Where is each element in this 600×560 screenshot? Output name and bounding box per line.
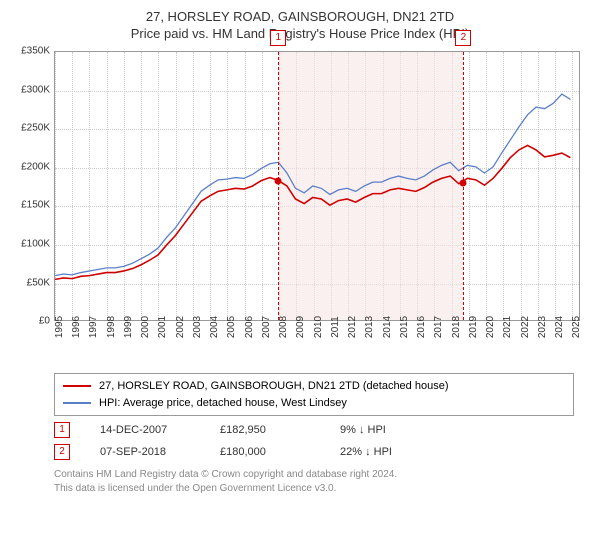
legend-label: HPI: Average price, detached house, West… xyxy=(99,395,347,412)
marker-dot xyxy=(275,178,282,185)
x-axis-tick: 2018 xyxy=(451,316,462,338)
x-axis-tick: 1996 xyxy=(71,316,82,338)
sale-price: £180,000 xyxy=(220,446,310,458)
x-axis-tick: 2015 xyxy=(399,316,410,338)
sale-price: £182,950 xyxy=(220,424,310,436)
x-axis-tick: 2004 xyxy=(209,316,220,338)
x-axis-tick: 2007 xyxy=(261,316,272,338)
footer-attribution: Contains HM Land Registry data © Crown c… xyxy=(54,468,586,496)
y-axis-tick: £100K xyxy=(21,239,50,250)
x-axis-tick: 2009 xyxy=(295,316,306,338)
footer-line: This data is licensed under the Open Gov… xyxy=(54,482,586,496)
x-axis-tick: 2008 xyxy=(278,316,289,338)
x-axis-tick: 2014 xyxy=(382,316,393,338)
x-axis-tick: 2000 xyxy=(140,316,151,338)
y-axis-tick: £350K xyxy=(21,46,50,57)
x-axis-tick: 2016 xyxy=(416,316,427,338)
marker-dot xyxy=(460,180,467,187)
x-axis-tick: 2025 xyxy=(571,316,582,338)
sale-delta: 22% ↓ HPI xyxy=(340,446,430,458)
y-axis-tick: £250K xyxy=(21,123,50,134)
line-series xyxy=(55,52,579,320)
y-axis-tick: £50K xyxy=(27,277,50,288)
sale-marker-icon: 2 xyxy=(54,444,70,460)
x-axis-tick: 2012 xyxy=(347,316,358,338)
x-axis-tick: 1995 xyxy=(54,316,65,338)
y-axis-tick: £150K xyxy=(21,200,50,211)
sale-marker-icon: 1 xyxy=(54,422,70,438)
chart-title: 27, HORSLEY ROAD, GAINSBOROUGH, DN21 2TD xyxy=(14,8,586,26)
x-axis-tick: 1997 xyxy=(88,316,99,338)
legend-label: 27, HORSLEY ROAD, GAINSBOROUGH, DN21 2TD… xyxy=(99,378,448,395)
y-axis-tick: £300K xyxy=(21,84,50,95)
sale-row: 2 07-SEP-2018 £180,000 22% ↓ HPI xyxy=(54,444,586,460)
x-axis-tick: 2021 xyxy=(502,316,513,338)
x-axis-tick: 2019 xyxy=(468,316,479,338)
legend: 27, HORSLEY ROAD, GAINSBOROUGH, DN21 2TD… xyxy=(54,373,574,416)
x-axis-tick: 2023 xyxy=(537,316,548,338)
sale-date: 07-SEP-2018 xyxy=(100,446,190,458)
y-axis-tick: £0 xyxy=(39,316,50,327)
x-axis-tick: 1999 xyxy=(123,316,134,338)
x-axis-tick: 2005 xyxy=(226,316,237,338)
marker-label: 1 xyxy=(270,30,286,46)
marker-line xyxy=(278,52,279,320)
x-axis-tick: 2011 xyxy=(330,316,341,338)
marker-label: 2 xyxy=(455,30,471,46)
x-axis-tick: 2024 xyxy=(554,316,565,338)
x-axis-tick: 2010 xyxy=(313,316,324,338)
legend-swatch xyxy=(63,385,91,387)
sale-delta: 9% ↓ HPI xyxy=(340,424,430,436)
chart-area: 12 £0£50K£100K£150K£200K£250K£300K£350K … xyxy=(14,47,586,367)
x-axis-tick: 2020 xyxy=(485,316,496,338)
x-axis-tick: 2017 xyxy=(433,316,444,338)
chart-subtitle: Price paid vs. HM Land Registry's House … xyxy=(14,26,586,41)
plot-region: 12 xyxy=(54,51,580,321)
x-axis-tick: 2013 xyxy=(364,316,375,338)
chart-container: 27, HORSLEY ROAD, GAINSBOROUGH, DN21 2TD… xyxy=(0,0,600,504)
x-axis-tick: 1998 xyxy=(106,316,117,338)
legend-item: HPI: Average price, detached house, West… xyxy=(63,395,565,412)
x-axis-tick: 2022 xyxy=(520,316,531,338)
sale-date: 14-DEC-2007 xyxy=(100,424,190,436)
legend-swatch xyxy=(63,402,91,404)
series-line xyxy=(55,94,570,276)
footer-line: Contains HM Land Registry data © Crown c… xyxy=(54,468,586,482)
series-line xyxy=(55,146,570,280)
y-axis-tick: £200K xyxy=(21,161,50,172)
legend-item: 27, HORSLEY ROAD, GAINSBOROUGH, DN21 2TD… xyxy=(63,378,565,395)
x-axis-tick: 2003 xyxy=(192,316,203,338)
x-axis-tick: 2006 xyxy=(244,316,255,338)
x-axis-tick: 2001 xyxy=(157,316,168,338)
x-axis-tick: 2002 xyxy=(175,316,186,338)
sale-row: 1 14-DEC-2007 £182,950 9% ↓ HPI xyxy=(54,422,586,438)
